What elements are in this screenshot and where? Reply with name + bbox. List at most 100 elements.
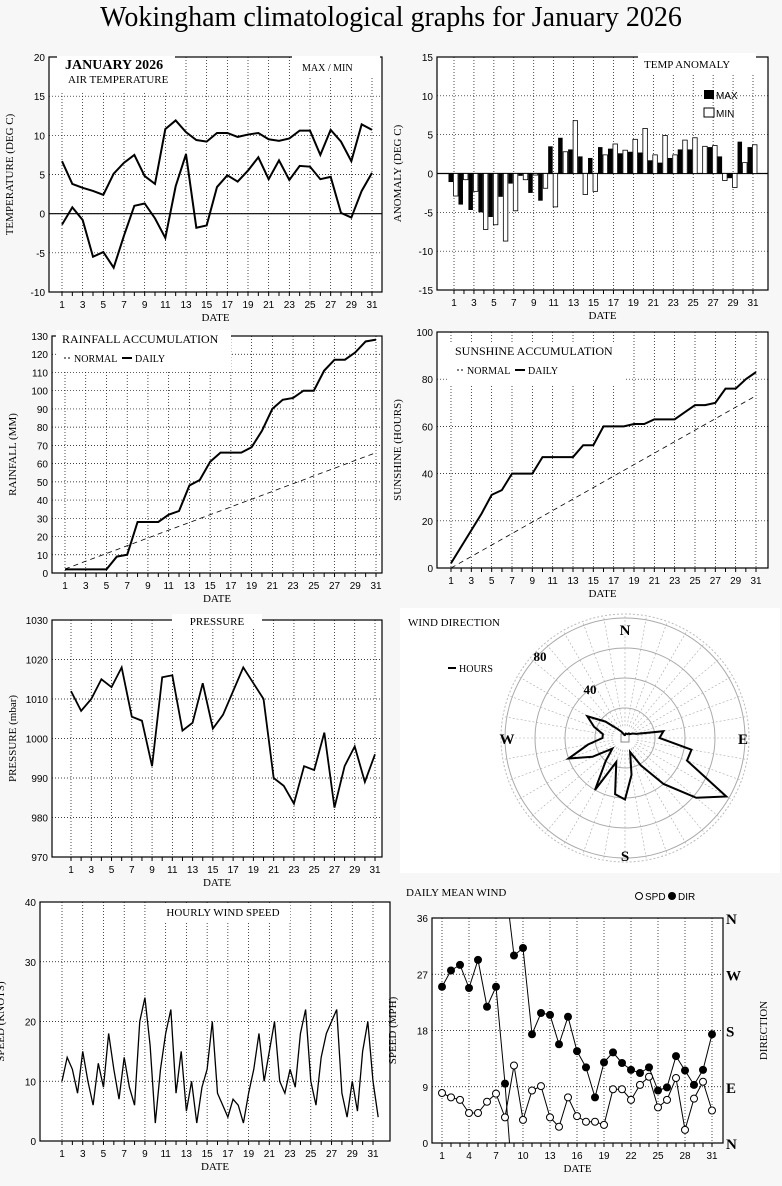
radial-gridline [517,743,615,801]
direction-tick-label: W [726,968,741,984]
x-tick-label: 22 [625,1151,637,1162]
max-anomaly-bar [657,162,663,174]
x-tick-label: 3 [80,300,86,311]
x-tick-label: 25 [652,1151,664,1162]
chart-title: JANUARY 2026 [65,58,163,73]
x-tick-label: 17 [225,581,237,592]
x-tick-label: 19 [246,581,258,592]
x-tick-label: 3 [88,865,94,876]
speed-point [690,1094,698,1103]
x-tick-label: 31 [369,865,381,876]
speed-point [681,1125,689,1134]
x-tick-label: 21 [649,576,661,587]
chart-title: SUNSHINE ACCUMULATION [455,344,613,358]
direction-line [648,1067,659,1091]
speed-point [600,1120,608,1129]
max-anomaly-bar [687,149,693,174]
direction-point [492,982,500,991]
speed-point [564,1093,572,1102]
y-tick-label: 1020 [26,656,49,667]
direction-point [456,960,464,969]
x-tick-label: 28 [679,1151,691,1162]
speed-point [618,1085,626,1094]
normal-line [64,452,377,570]
y-tick-label: 20 [37,533,49,544]
radial-gridline [603,749,624,861]
speed-point [438,1089,446,1097]
y-tick-label: 80 [422,375,434,386]
x-tick-label: 19 [598,1151,610,1162]
min-anomaly-bar [463,173,469,181]
x-tick-label: 3 [471,298,477,309]
x-tick-label: 17 [222,1149,234,1160]
y-axis-label: SPEED (MPH) [387,996,399,1064]
speed-point [654,1103,662,1112]
y-tick-label: 40 [25,898,37,909]
radial-gridline [545,642,618,730]
x-axis-label: DATE [203,877,231,889]
hourly-speed-line [61,997,379,1124]
x-tick-label: 27 [329,581,341,592]
direction-tick-label: N [726,912,737,928]
y-tick-label: 1000 [26,735,49,746]
legend-normal: NORMAL [467,366,510,377]
direction-point [645,1063,653,1072]
max-temp-line [61,119,373,197]
title-box [292,56,380,78]
max-anomaly-bar [747,147,752,174]
radial-gridline [636,716,748,737]
x-tick-label: 5 [101,1149,107,1160]
min-anomaly-bar [512,173,519,212]
y-tick-label: 15 [422,53,434,64]
direction-point [618,1059,626,1067]
min-anomaly-bar [692,137,698,174]
max-anomaly-bar [647,160,653,174]
y-tick-label: 40 [422,470,434,481]
speed-point [672,1074,680,1082]
speed-point [555,1122,563,1131]
y-tick-label: 40 [37,496,49,507]
x-tick-label: 5 [101,300,107,311]
ring-label-40: 40 [584,682,597,697]
max-anomaly-bar [598,147,603,174]
x-tick-label: 4 [466,1151,472,1162]
y-tick-label: 0 [422,1139,428,1150]
ring-gridline [504,617,746,859]
min-anomaly-bar [702,145,708,174]
x-tick-label: 25 [305,1149,317,1160]
x-tick-label: 13 [544,1151,556,1162]
legend-max-min: MAX / MIN [302,63,353,74]
y-tick-label: 15 [34,92,46,103]
x-tick-label: 5 [104,581,110,592]
x-tick-label: 27 [710,576,722,587]
chart-title: PRESSURE [190,616,245,628]
x-tick-label: 15 [588,576,600,587]
direction-point [582,1063,590,1072]
x-tick-label: 25 [304,300,316,311]
x-tick-label: 31 [750,576,762,587]
compass-label-w: W [500,732,515,748]
max-anomaly-bar [558,137,563,174]
min-anomaly-bar [572,120,578,174]
radial-gridline [626,615,647,727]
chart-subtitle: AIR TEMPERATURE [68,74,169,86]
direction-point [663,1083,671,1092]
y-axis-label: RAINFALL (MM) [7,413,19,496]
y-tick-label: 0 [30,1137,36,1148]
legend-daily: DAILY [528,366,558,377]
radial-gridline [633,745,721,818]
direction-point [474,955,482,964]
direction-point [447,966,455,975]
x-tick-label: 11 [160,1149,171,1160]
page-title: Wokingham climatological graphs for Janu… [100,2,682,33]
x-tick-label: 27 [325,300,337,311]
min-anomaly-bar [473,173,479,192]
x-tick-label: 3 [469,576,475,587]
max-anomaly-bar [498,173,503,197]
y-tick-label: 1010 [26,695,49,706]
direction-line [468,959,479,989]
y-tick-label: 80 [37,423,49,434]
y-tick-label: 120 [31,350,48,361]
y-tick-label: 27 [417,970,429,981]
x-tick-label: 11 [547,576,558,587]
